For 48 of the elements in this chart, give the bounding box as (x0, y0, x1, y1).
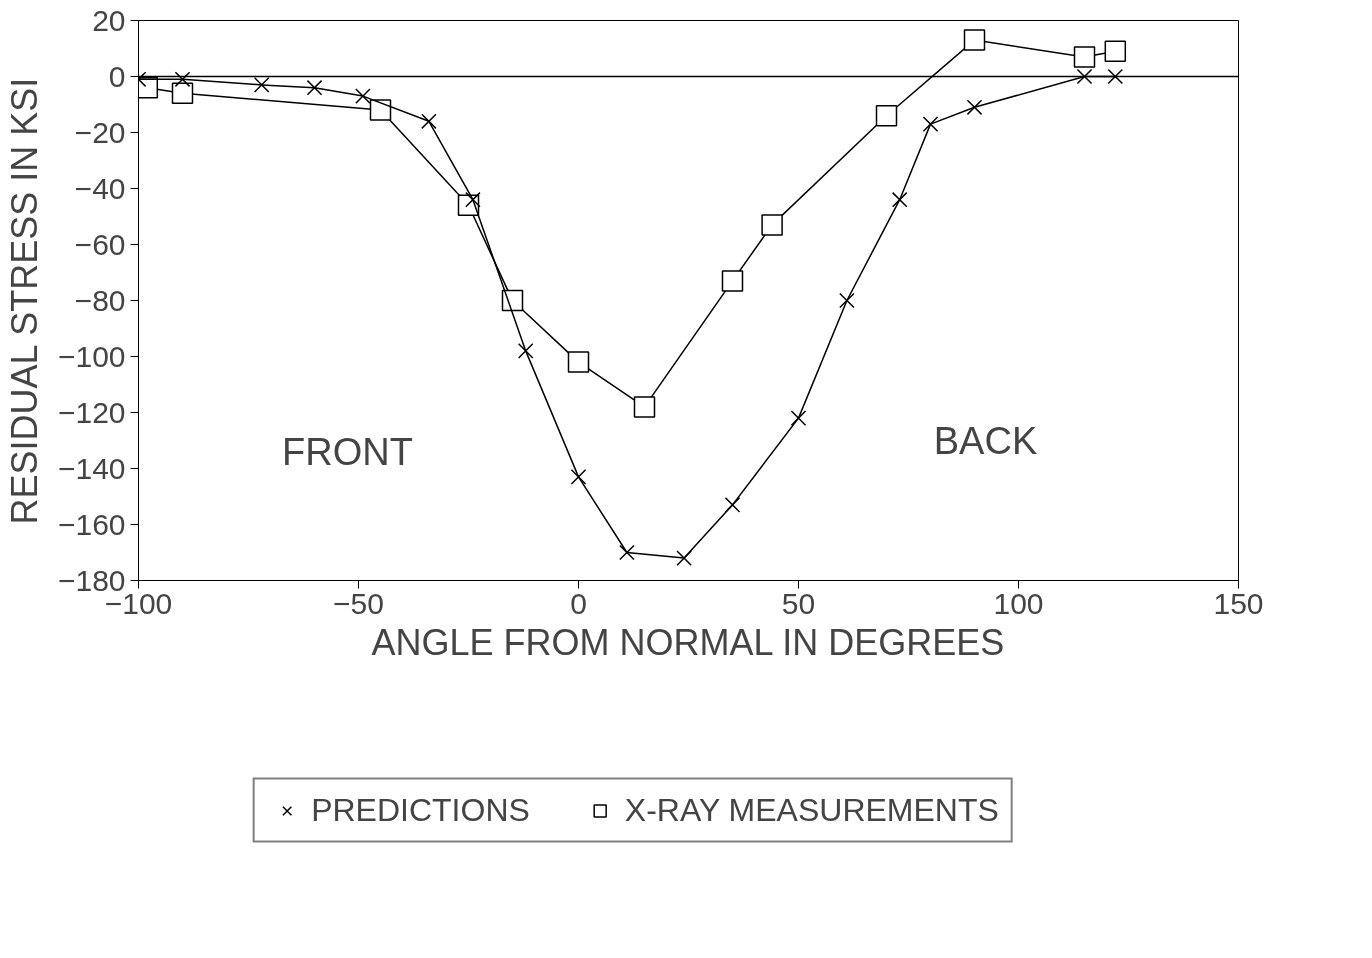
point (839, 292, 855, 309)
y-tick-label: −160 (57, 507, 126, 541)
annotation: BACK (933, 419, 1038, 462)
point (963, 29, 986, 51)
point (1104, 40, 1127, 63)
point (724, 497, 741, 513)
point (570, 469, 587, 485)
point (171, 82, 194, 105)
x-tick-label: 0 (570, 586, 587, 620)
point (517, 343, 534, 359)
point (619, 544, 635, 561)
legend-label: PREDICTIONS (311, 791, 530, 829)
y-tick-label: −140 (57, 451, 126, 485)
y-tick-label: −100 (57, 339, 126, 373)
point (253, 77, 270, 93)
x-tick-label: 150 (1213, 586, 1264, 620)
point (875, 104, 898, 127)
y-tick-label: −20 (74, 115, 126, 149)
point (1107, 68, 1124, 85)
point (676, 550, 692, 566)
y-tick-label: −60 (74, 227, 126, 261)
y-tick-label: −40 (74, 171, 126, 205)
point (966, 99, 983, 116)
y-tick-label: −120 (57, 395, 126, 429)
y-tick-label: 0 (108, 59, 126, 93)
point (369, 99, 392, 121)
legend-label: X-RAY MEASUREMENTS (624, 791, 999, 829)
annotation: FRONT (282, 430, 413, 473)
point (355, 88, 371, 104)
y-axis-title: RESIDUAL STRESS IN KSI (3, 77, 45, 525)
point (633, 396, 656, 418)
point (721, 270, 744, 292)
point (1076, 68, 1093, 85)
y-tick-label: 20 (92, 3, 126, 37)
x-tick-label: 50 (781, 586, 816, 620)
x-tick-label: 100 (993, 586, 1044, 620)
point (306, 79, 323, 96)
point (790, 410, 807, 426)
point (174, 71, 191, 88)
point (1073, 46, 1096, 68)
point (761, 214, 783, 236)
point (891, 191, 908, 208)
x-axis-title: ANGLE FROM NORMAL IN DEGREES (371, 621, 1005, 663)
x-tick-label: −50 (333, 586, 384, 620)
point (922, 116, 939, 132)
point (421, 113, 437, 130)
y-tick-label: −80 (74, 283, 126, 317)
point (567, 351, 590, 373)
